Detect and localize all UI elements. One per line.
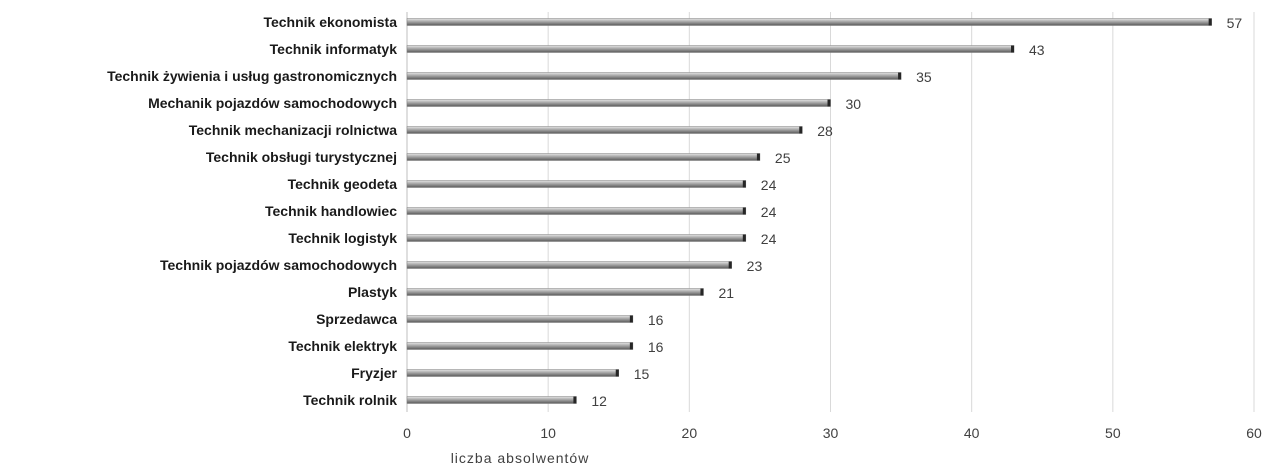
data-label: 35 <box>916 69 932 85</box>
data-label: 12 <box>591 393 607 409</box>
category-label: Technik geodeta <box>288 176 398 192</box>
data-label: 16 <box>648 339 664 355</box>
category-label: Technik elektryk <box>288 338 397 354</box>
x-tick-label: 60 <box>1246 425 1262 441</box>
data-label: 21 <box>718 285 734 301</box>
bar <box>406 45 1015 53</box>
bar <box>406 234 747 242</box>
bar <box>406 315 634 323</box>
category-label: Sprzedawca <box>316 311 397 327</box>
x-tick-label: 50 <box>1105 425 1121 441</box>
bar-end-cap <box>827 99 831 107</box>
bar <box>406 207 747 215</box>
bar-end-cap <box>756 153 760 161</box>
bar-end-cap <box>1011 45 1015 53</box>
category-labels: Technik ekonomista Technik informatyk Tech… <box>107 14 397 408</box>
bar-body <box>406 234 747 242</box>
category-label: Mechanik pojazdów samochodowych <box>148 95 397 111</box>
category-label: Technik logistyk <box>288 230 397 246</box>
category-label: Technik rolnik <box>303 392 397 408</box>
bars <box>406 18 1212 404</box>
bar-end-cap <box>742 234 746 242</box>
bar <box>406 153 761 161</box>
data-label: 25 <box>775 150 791 166</box>
bar-body <box>406 342 634 350</box>
bar-body <box>406 261 732 269</box>
bar-end-cap <box>799 126 803 134</box>
bar-end-cap <box>629 342 633 350</box>
bar <box>406 126 803 134</box>
data-label: 28 <box>817 123 833 139</box>
category-label: Technik ekonomista <box>263 14 397 30</box>
data-label: 57 <box>1227 15 1243 31</box>
bar <box>406 342 634 350</box>
data-label: 24 <box>761 231 777 247</box>
data-label: 24 <box>761 204 777 220</box>
bar-end-cap <box>742 180 746 188</box>
bar <box>406 396 577 404</box>
bar <box>406 261 732 269</box>
category-label: Technik informatyk <box>270 41 398 57</box>
bar-body <box>406 315 634 323</box>
bar-body <box>406 369 619 377</box>
bar <box>406 18 1212 26</box>
data-label: 24 <box>761 177 777 193</box>
bar-end-cap <box>573 396 577 404</box>
bar-end-cap <box>629 315 633 323</box>
category-label: Technik handlowiec <box>265 203 397 219</box>
bar <box>406 369 619 377</box>
data-label: 30 <box>846 96 862 112</box>
category-label: Fryzjer <box>351 365 397 381</box>
bar-body <box>406 126 803 134</box>
category-label: Technik obsługi turystycznej <box>206 149 397 165</box>
category-label: Technik żywienia i usług gastronomicznyc… <box>107 68 397 84</box>
data-label: 15 <box>634 366 650 382</box>
x-tick-label: 30 <box>823 425 839 441</box>
category-label: Plastyk <box>348 284 397 300</box>
bar <box>406 180 747 188</box>
data-label: 23 <box>747 258 763 274</box>
data-label: 16 <box>648 312 664 328</box>
category-label: Technik pojazdów samochodowych <box>160 257 397 273</box>
bar-body <box>406 45 1015 53</box>
bar-body <box>406 180 747 188</box>
x-tick-label: 40 <box>964 425 980 441</box>
bar-end-cap <box>1208 18 1212 26</box>
value-labels: 57 43 35 30 28 25 24 24 24 23 21 16 16 15 12 <box>591 15 1242 409</box>
bar-body <box>406 99 831 107</box>
x-axis-ticks: 0 10 20 30 40 50 60 <box>403 425 1262 441</box>
bar <box>406 99 831 107</box>
bar-end-cap <box>700 288 704 296</box>
bar-end-cap <box>728 261 732 269</box>
x-tick-label: 0 <box>403 425 411 441</box>
category-label: Technik mechanizacji rolnictwa <box>189 122 397 138</box>
x-axis-title: liczba absolwentów <box>451 450 590 466</box>
bar-end-cap <box>898 72 902 80</box>
x-tick-label: 10 <box>540 425 556 441</box>
bar-end-cap <box>742 207 746 215</box>
data-label: 43 <box>1029 42 1045 58</box>
bar <box>406 288 704 296</box>
bar-body <box>406 18 1212 26</box>
bar-body <box>406 153 761 161</box>
bar-body <box>406 207 747 215</box>
bar-body <box>406 396 577 404</box>
x-tick-label: 20 <box>682 425 698 441</box>
bar <box>406 72 902 80</box>
bar-end-cap <box>615 369 619 377</box>
bar-body <box>406 288 704 296</box>
bar-body <box>406 72 902 80</box>
